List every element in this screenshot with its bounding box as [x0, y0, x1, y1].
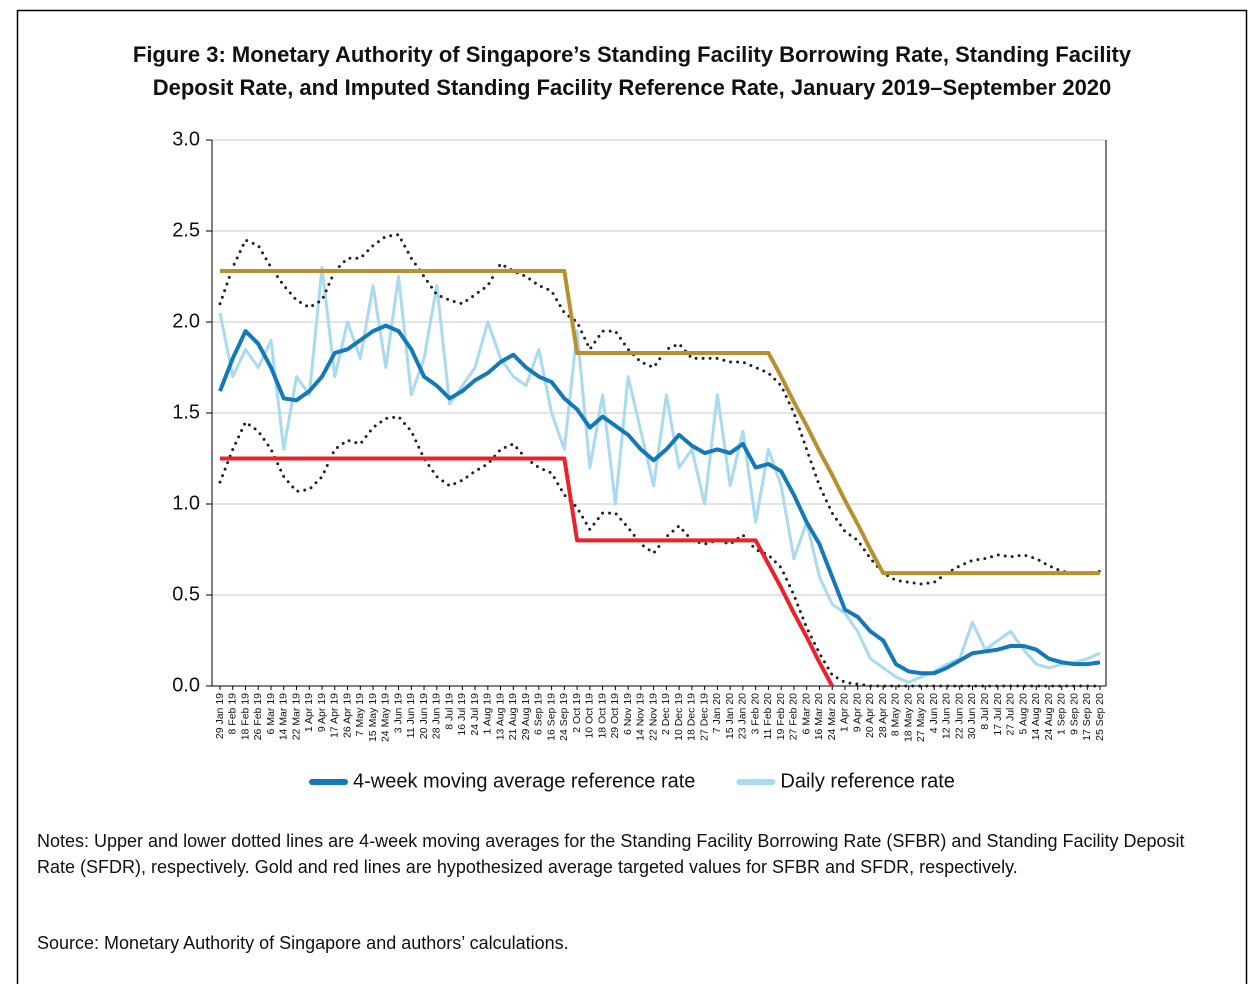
x-tick-label: 22 Jun 20 — [953, 693, 965, 739]
x-tick-label: 6 Sep 19 — [533, 693, 545, 735]
x-tick-label: 17 Sep 20 — [1081, 693, 1093, 741]
x-tick-label: 7 May 19 — [354, 693, 366, 736]
x-tick-label: 16 Mar 20 — [813, 693, 825, 740]
x-tick-label: 14 Nov 19 — [635, 693, 647, 741]
x-tick-label: 17 Jul 20 — [992, 693, 1004, 736]
legend-label: Daily reference rate — [780, 770, 955, 792]
notes: Notes: Upper and lower dotted lines are … — [37, 831, 1185, 877]
x-tick-label: 7 Jan 20 — [711, 693, 723, 733]
x-tick-label: 27 May 20 — [915, 693, 927, 742]
y-tick-label: 0.0 — [172, 674, 200, 696]
chart-title: Figure 3: Monetary Authority of Singapor… — [133, 42, 1132, 67]
x-tick-label: 29 Oct 19 — [609, 693, 621, 739]
x-tick-label: 30 Jun 20 — [966, 693, 978, 739]
series-line — [218, 323, 1101, 676]
x-tick-label: 8 May 20 — [890, 693, 902, 736]
x-tick-label: 29 Aug 19 — [520, 693, 532, 740]
x-tick-label: 3 Feb 20 — [749, 693, 761, 735]
x-tick-label: 16 Jul 19 — [456, 693, 468, 736]
x-tick-label: 6 Mar 19 — [265, 693, 277, 735]
x-tick-label: 14 Aug 20 — [1030, 693, 1042, 740]
x-tick-label: 11 Feb 20 — [762, 693, 774, 740]
y-tick-label: 2.5 — [172, 219, 200, 241]
series-line — [220, 456, 834, 687]
x-tick-label: 10 Dec 19 — [673, 693, 685, 741]
x-tick-label: 20 Apr 20 — [864, 693, 876, 738]
x-tick-label: 26 Feb 19 — [252, 693, 264, 740]
x-tick-label: 6 Nov 19 — [622, 693, 634, 735]
x-tick-label: 19 Feb 20 — [775, 693, 787, 740]
x-tick-label: 4 Jun 20 — [928, 693, 940, 733]
source: Source: Monetary Authority of Singapore … — [37, 933, 569, 953]
x-tick-label: 24 May 19 — [380, 693, 392, 742]
frame — [16, 9, 1248, 984]
x-tick-label: 27 Dec 19 — [698, 693, 710, 741]
x-tick-label: 20 Jun 19 — [418, 693, 430, 739]
x-tick-label: 9 Apr 20 — [851, 693, 863, 732]
legend-label: 4-week moving average reference rate — [353, 770, 695, 792]
x-tick-label: 14 Mar 19 — [278, 693, 290, 740]
chart-subtitle: Deposit Rate, and Imputed Standing Facil… — [153, 75, 1112, 100]
x-tick-label: 18 Feb 19 — [239, 693, 251, 740]
x-tick-label: 28 Apr 20 — [877, 693, 889, 738]
x-tick-label: 28 Jun 19 — [431, 693, 443, 739]
series-line — [218, 233, 1102, 586]
x-tick-label: 24 Jul 19 — [469, 693, 481, 736]
x-tick-label: 21 Aug 19 — [507, 693, 519, 740]
x-tick-label: 2 Dec 19 — [660, 693, 672, 735]
x-tick-label: 13 Aug 19 — [494, 693, 506, 740]
x-tick-label: 8 Feb 19 — [227, 693, 239, 735]
x-tick-label: 11 Jun 19 — [405, 693, 417, 739]
x-tick-label: 18 Oct 19 — [596, 693, 608, 739]
x-tick-label: 8 Jul 19 — [443, 693, 455, 730]
x-tick-label: 1 Apr 19 — [303, 693, 315, 732]
x-tick-label: 23 Jan 20 — [737, 693, 749, 739]
x-tick-label: 27 Feb 20 — [788, 693, 800, 740]
x-tick-label: 1 Apr 20 — [839, 693, 851, 732]
x-tick-label: 22 Mar 19 — [290, 693, 302, 740]
series-line — [218, 415, 1102, 688]
x-tick-label: 1 Aug 19 — [482, 693, 494, 735]
x-tick-label: 3 Jun 19 — [392, 693, 404, 733]
x-tick-label: 24 Sep 19 — [558, 693, 570, 741]
x-tick-label: 24 Mar 20 — [826, 693, 838, 740]
x-tick-label: 18 Dec 19 — [686, 693, 698, 741]
x-tick-label: 12 Jun 20 — [941, 693, 953, 739]
series-line — [220, 269, 1100, 576]
x-tick-label: 29 Jan 19 — [214, 693, 226, 739]
x-tick-label: 9 Sep 20 — [1068, 693, 1080, 735]
x-tick-label: 15 Jan 20 — [724, 693, 736, 739]
y-tick-label: 1.0 — [172, 492, 200, 514]
x-tick-label: 9 Apr 19 — [316, 693, 328, 732]
x-tick-label: 17 Apr 19 — [329, 693, 341, 738]
x-tick-label: 26 Apr 19 — [341, 693, 353, 738]
y-tick-label: 3.0 — [172, 128, 200, 150]
x-tick-label: 18 May 20 — [902, 693, 914, 742]
y-tick-label: 2.0 — [172, 310, 200, 332]
x-tick-label: 2 Oct 19 — [571, 693, 583, 733]
x-tick-label: 8 Jul 20 — [979, 693, 991, 730]
y-tick-label: 0.5 — [172, 583, 200, 605]
x-tick-label: 6 Mar 20 — [800, 693, 812, 735]
series-line — [218, 265, 1101, 684]
x-tick-label: 1 Sep 20 — [1056, 693, 1068, 735]
x-tick-label: 24 Aug 20 — [1043, 693, 1055, 740]
x-tick-label: 22 Nov 19 — [647, 693, 659, 741]
x-tick-label: 10 Oct 19 — [584, 693, 596, 739]
x-tick-label: 27 Jul 20 — [1005, 693, 1017, 736]
x-tick-label: 25 Sep 20 — [1094, 693, 1106, 741]
x-tick-label: 15 May 19 — [367, 693, 379, 742]
x-tick-label: 16 Sep 19 — [545, 693, 557, 741]
x-tick-label: 5 Aug 20 — [1017, 693, 1029, 735]
y-tick-label: 1.5 — [172, 401, 200, 423]
